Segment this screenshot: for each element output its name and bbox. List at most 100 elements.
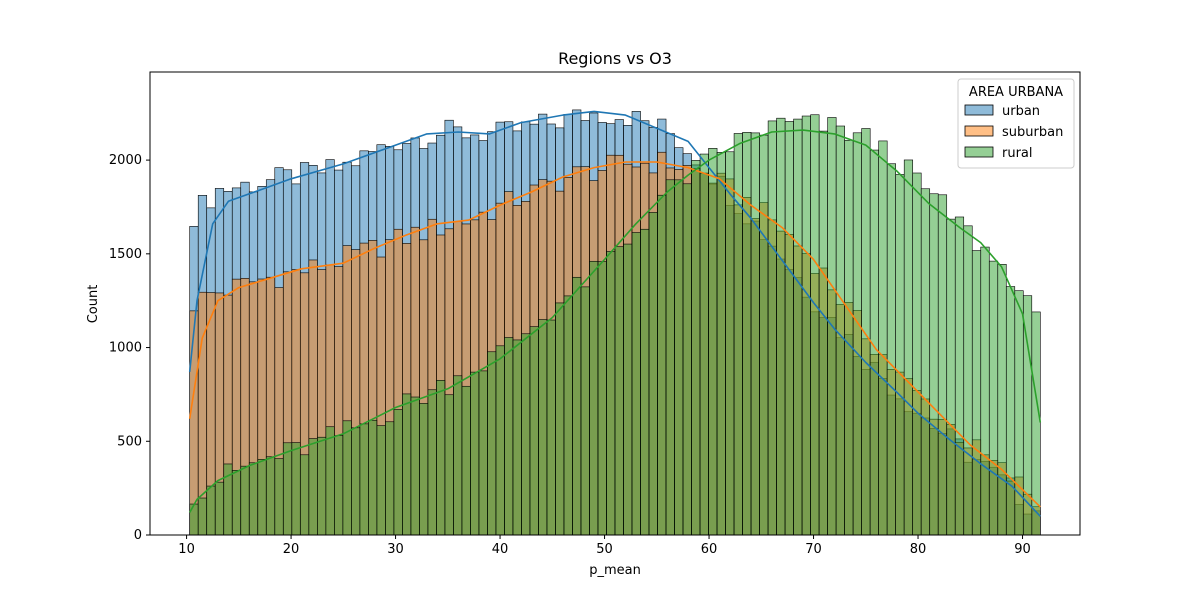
histogram-bar	[614, 246, 624, 536]
y-tick-label: 2000	[109, 153, 142, 168]
histogram-bar	[214, 481, 225, 536]
histogram-bar	[937, 194, 948, 536]
histogram-bar	[206, 485, 216, 536]
y-tick-label: 0	[134, 528, 142, 543]
histogram-bar	[920, 188, 931, 536]
y-tick-label: 1000	[109, 341, 142, 356]
histogram-bar	[844, 139, 854, 536]
histogram-bar	[189, 310, 199, 536]
histogram-bar	[895, 174, 905, 536]
histogram-bar	[835, 125, 845, 536]
histogram-bar	[946, 218, 956, 536]
histogram-bar	[631, 232, 641, 536]
histogram-bar	[257, 459, 267, 536]
histogram-bar	[504, 337, 514, 536]
histogram-bar	[1031, 311, 1041, 536]
histogram-bar	[674, 179, 684, 536]
histogram-bar	[342, 420, 352, 536]
histogram-bar	[308, 438, 318, 536]
histogram-bar	[903, 159, 914, 536]
histogram-bar	[580, 286, 590, 536]
legend-frame	[957, 78, 1075, 169]
histogram-bar	[886, 163, 897, 536]
x-tick-label: 90	[1014, 542, 1031, 557]
histogram-bar	[784, 121, 794, 536]
histogram-bar	[359, 423, 369, 536]
histogram-bar	[623, 243, 633, 536]
y-axis-label: Count	[86, 285, 101, 324]
histogram-bar	[997, 263, 1007, 536]
legend-swatch-urban	[964, 104, 994, 116]
histogram-bar	[368, 419, 378, 536]
histogram-bar	[665, 179, 675, 536]
x-tick-label: 70	[805, 542, 822, 557]
plot-area	[149, 71, 1081, 536]
histogram-bar	[436, 380, 446, 536]
histogram-bar	[529, 326, 539, 536]
histogram-bar	[691, 160, 701, 536]
histogram-bar	[793, 118, 803, 536]
histogram-bar	[248, 462, 259, 536]
histogram-bar	[1014, 290, 1024, 536]
legend-label-suburban: suburban	[1002, 125, 1063, 140]
histogram-bar	[453, 375, 463, 536]
histogram-bar	[376, 425, 386, 536]
kde-line-rural	[189, 129, 1042, 513]
histogram-bar	[410, 396, 420, 536]
x-tick-label: 10	[178, 542, 195, 557]
histogram-bar	[606, 251, 616, 536]
histogram-bar	[274, 458, 284, 536]
y-axis-ticks: 0 500 1000 1500 2000	[109, 153, 150, 543]
histogram-bar	[725, 151, 735, 536]
histogram-bar	[316, 436, 327, 536]
x-tick-label: 50	[596, 542, 613, 557]
histogram-bar	[699, 153, 709, 536]
histogram-bar	[963, 225, 973, 536]
histogram-bar	[240, 465, 250, 536]
histogram-bar	[487, 351, 497, 536]
legend-label-rural: rural	[1002, 146, 1033, 161]
histogram-bar	[538, 319, 548, 536]
histogram-bar	[776, 117, 786, 536]
histogram-bar	[572, 276, 582, 536]
histogram-bar	[810, 114, 820, 536]
histogram-bar	[759, 134, 769, 536]
legend: AREA URBANA urban suburban rural	[957, 78, 1075, 169]
histogram-bar	[351, 427, 361, 536]
histogram-bar	[444, 394, 454, 536]
histogram-bar	[555, 302, 565, 536]
histogram-bar	[265, 456, 276, 536]
histogram-bar	[512, 339, 522, 536]
histogram-bar	[861, 128, 871, 536]
histogram-bar	[929, 193, 939, 536]
histogram-bar	[402, 393, 412, 536]
histogram-bar	[385, 421, 395, 536]
plot-frame	[149, 71, 1081, 536]
histogram-bar	[563, 295, 573, 536]
histogram-bar	[325, 426, 335, 536]
kde-line-urban	[188, 110, 1041, 517]
histogram-bar	[291, 442, 301, 536]
x-tick-label: 40	[492, 542, 509, 557]
x-tick-label: 80	[910, 542, 927, 557]
histogram-bar	[461, 385, 471, 536]
x-tick-label: 20	[283, 542, 300, 557]
histogram-bar	[427, 389, 437, 536]
histogram-bar	[682, 183, 692, 536]
histogram-bar	[971, 250, 982, 536]
kde-line-suburban	[188, 161, 1041, 508]
x-axis-label: p_mean	[589, 563, 641, 578]
histogram-bar	[334, 435, 344, 536]
histogram-bar	[470, 371, 480, 536]
histogram-bar	[852, 132, 862, 536]
histogram-bar	[818, 130, 828, 536]
histogram-bar	[708, 148, 718, 536]
histogram-bar	[393, 409, 403, 536]
histogram-bar	[648, 212, 658, 536]
histogram-bar	[750, 132, 760, 536]
histogram-bar	[767, 120, 777, 536]
histogram-bar	[912, 172, 922, 536]
histogram-bar	[589, 260, 599, 536]
